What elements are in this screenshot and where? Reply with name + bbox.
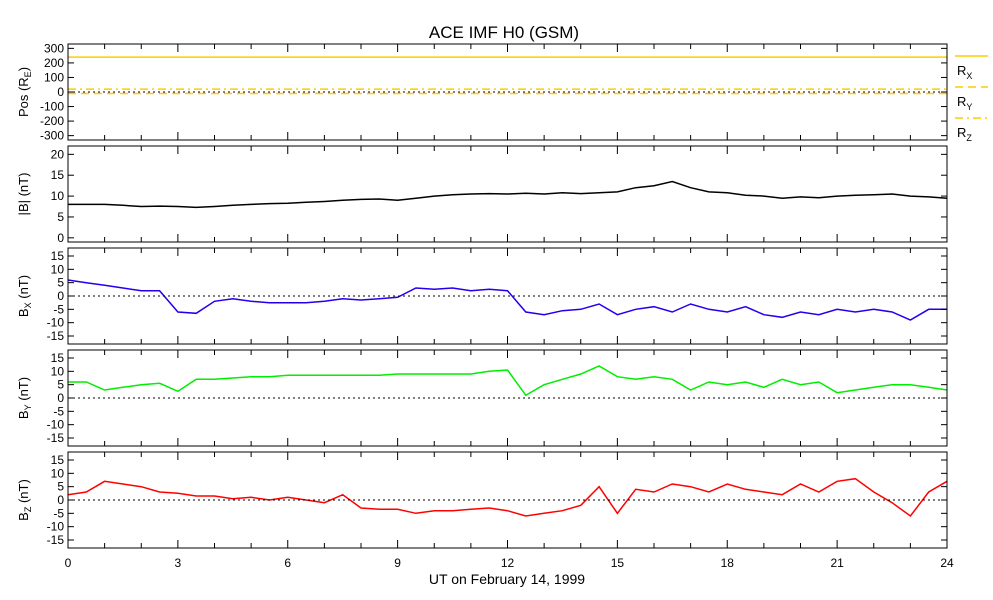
y-tick-label: 10: [51, 262, 65, 276]
x-tick-label: 24: [940, 556, 954, 570]
x-tick-label: 3: [175, 556, 182, 570]
y-tick-label: 100: [44, 70, 64, 84]
y-tick-label: 5: [57, 480, 64, 494]
y-tick-label: 10: [51, 466, 65, 480]
series-line-b: [68, 180, 948, 209]
y-tick-label: 300: [44, 41, 64, 55]
y-tick-label: -200: [40, 114, 64, 128]
x-tick-label: 6: [284, 556, 291, 570]
x-tick-label: 18: [721, 556, 735, 570]
y-tick-label: -100: [40, 100, 64, 114]
y-tick-label: -10: [47, 418, 65, 432]
y-tick-label: 15: [51, 453, 65, 467]
y-tick-label: 5: [57, 378, 64, 392]
y-tick-label: 10: [51, 364, 65, 378]
y-axis-label: BY (nT): [16, 377, 33, 419]
series-line-bz: [67, 477, 948, 518]
y-tick-label: -300: [40, 129, 64, 143]
y-tick-label: 5: [57, 276, 64, 290]
legend-label: RY: [957, 94, 972, 112]
y-tick-label: 10: [51, 189, 65, 203]
x-tick-label: 0: [65, 556, 72, 570]
y-tick-label: -15: [47, 533, 65, 547]
y-tick-label: 15: [51, 351, 65, 365]
y-tick-label: 15: [51, 168, 65, 182]
y-axis-label: Pos (RE): [16, 67, 33, 117]
y-tick-label: 0: [57, 289, 64, 303]
y-tick-label: 20: [51, 147, 65, 161]
y-tick-label: 200: [44, 56, 64, 70]
y-tick-label: 0: [57, 391, 64, 405]
x-tick-label: 21: [830, 556, 844, 570]
y-tick-label: -5: [53, 302, 64, 316]
y-axis-label: BX (nT): [16, 275, 33, 317]
y-tick-label: -15: [47, 329, 65, 343]
y-tick-label: -10: [47, 520, 65, 534]
x-tick-label: 12: [501, 556, 515, 570]
series-line-bx: [67, 279, 947, 321]
x-tick-label: 15: [611, 556, 625, 570]
legend-label: RZ: [957, 125, 972, 143]
y-tick-label: 0: [57, 231, 64, 245]
y-tick-label: 0: [57, 493, 64, 507]
y-axis-label: |B| (nT): [16, 173, 31, 216]
legend-label: RX: [957, 63, 972, 81]
y-tick-label: -15: [47, 431, 65, 445]
y-axis-label: BZ (nT): [16, 479, 33, 521]
y-tick-label: 5: [57, 210, 64, 224]
x-axis-label: UT on February 14, 1999: [429, 571, 585, 587]
y-tick-label: -5: [53, 506, 64, 520]
y-tick-label: -10: [47, 316, 65, 330]
y-tick-label: -5: [53, 404, 64, 418]
y-tick-label: 15: [51, 249, 65, 263]
x-tick-label: 9: [394, 556, 401, 570]
chart-title: ACE IMF H0 (GSM): [429, 23, 579, 42]
y-tick-label: 0: [57, 85, 64, 99]
series-line-by: [68, 365, 948, 397]
